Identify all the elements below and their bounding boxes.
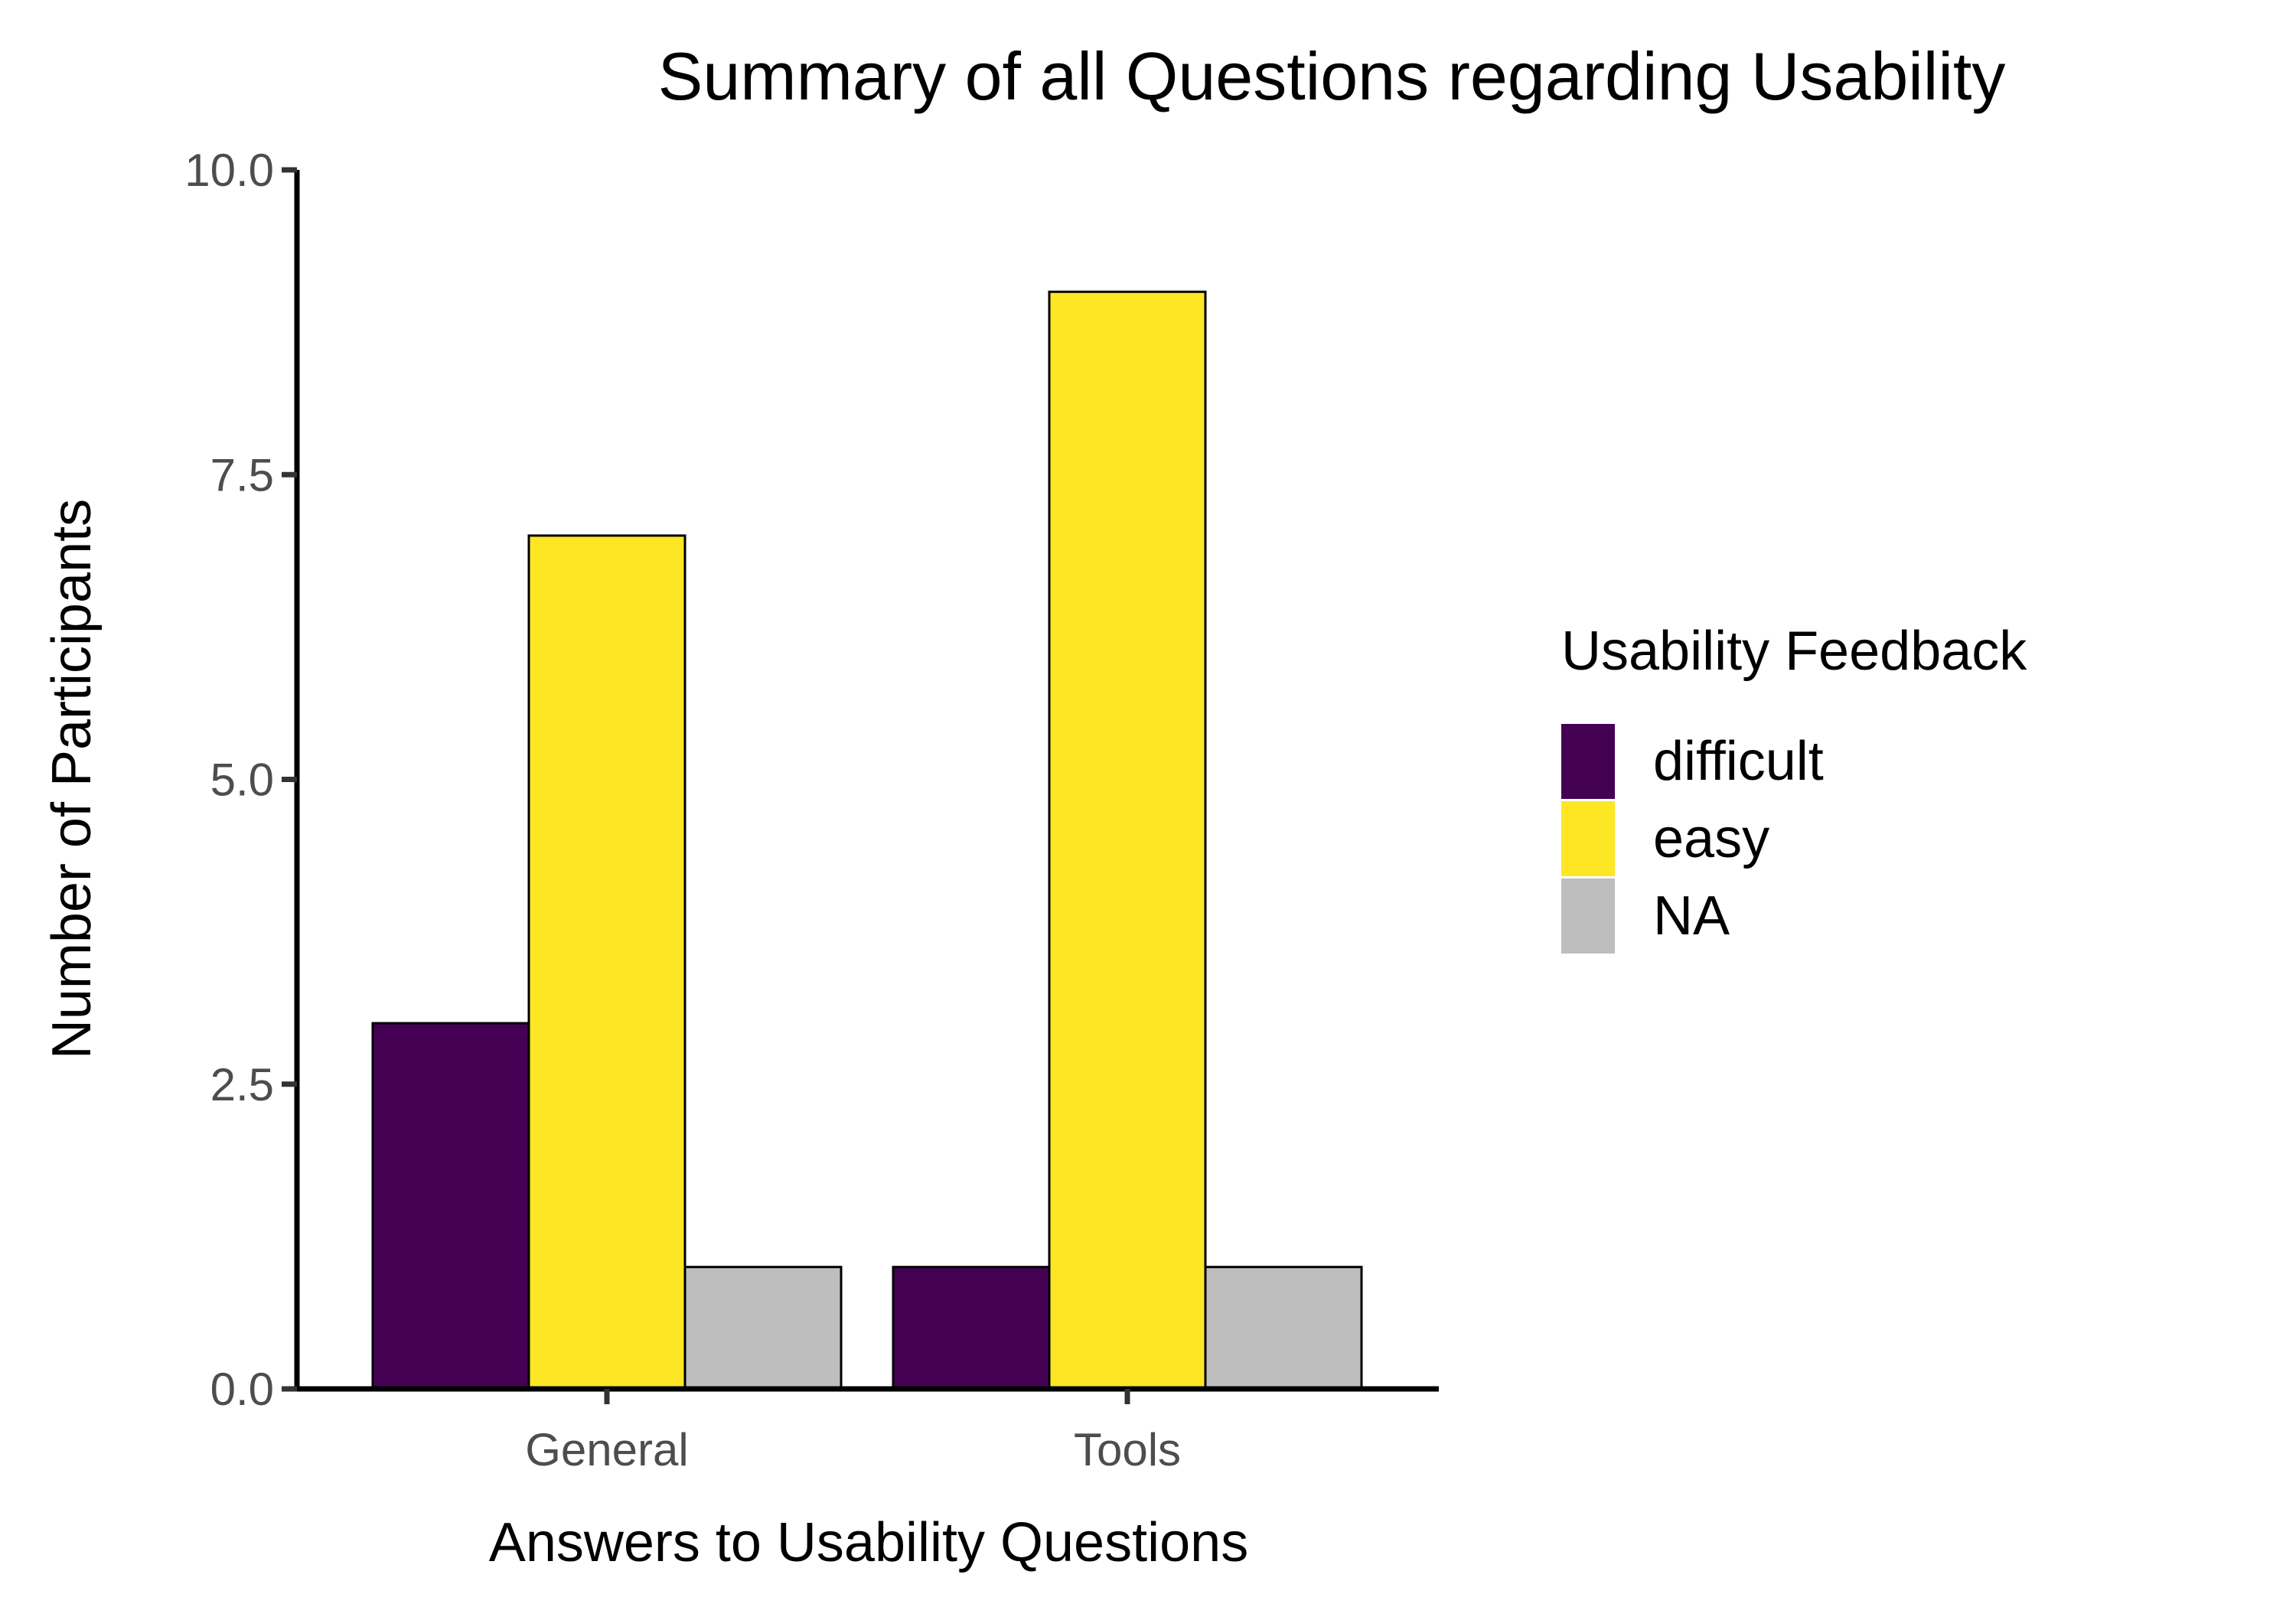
x-tick-label: Tools <box>1074 1424 1181 1475</box>
x-axis-title: Answers to Usability Questions <box>489 1512 1248 1573</box>
chart-title: Summary of all Questions regarding Usabi… <box>658 38 2006 114</box>
y-axis-ticks: 0.0 2.5 5.0 7.5 10.0 <box>184 145 297 1415</box>
bars-group <box>371 290 1363 1390</box>
legend-label-easy: easy <box>1653 808 1769 869</box>
legend-title: Usability Feedback <box>1561 621 2027 682</box>
y-axis-title: Number of Participants <box>41 499 103 1059</box>
bar-general-easy <box>527 534 687 1390</box>
bar-general-difficult <box>371 1022 530 1390</box>
legend-items: difficult easy NA <box>1561 724 1824 953</box>
y-tick-label: 0.0 <box>210 1364 274 1415</box>
x-tick-label: General <box>525 1424 688 1475</box>
legend-label-difficult: difficult <box>1653 731 1824 792</box>
legend-key-difficult <box>1561 724 1615 799</box>
y-tick-label: 7.5 <box>210 449 274 500</box>
y-tick-label: 10.0 <box>184 145 274 196</box>
y-tick-label: 5.0 <box>210 755 274 806</box>
legend-label-na: NA <box>1653 885 1730 947</box>
x-axis-ticks: General Tools <box>525 1389 1181 1475</box>
legend: Usability Feedback difficult easy NA <box>1561 621 2027 953</box>
legend-key-easy <box>1561 801 1615 876</box>
bar-tools-na <box>1204 1266 1363 1390</box>
bar-general-na <box>683 1266 843 1390</box>
bar-tools-easy <box>1048 290 1207 1390</box>
legend-key-na <box>1561 878 1615 953</box>
y-tick-label: 2.5 <box>210 1059 274 1110</box>
bar-tools-difficult <box>892 1266 1051 1390</box>
